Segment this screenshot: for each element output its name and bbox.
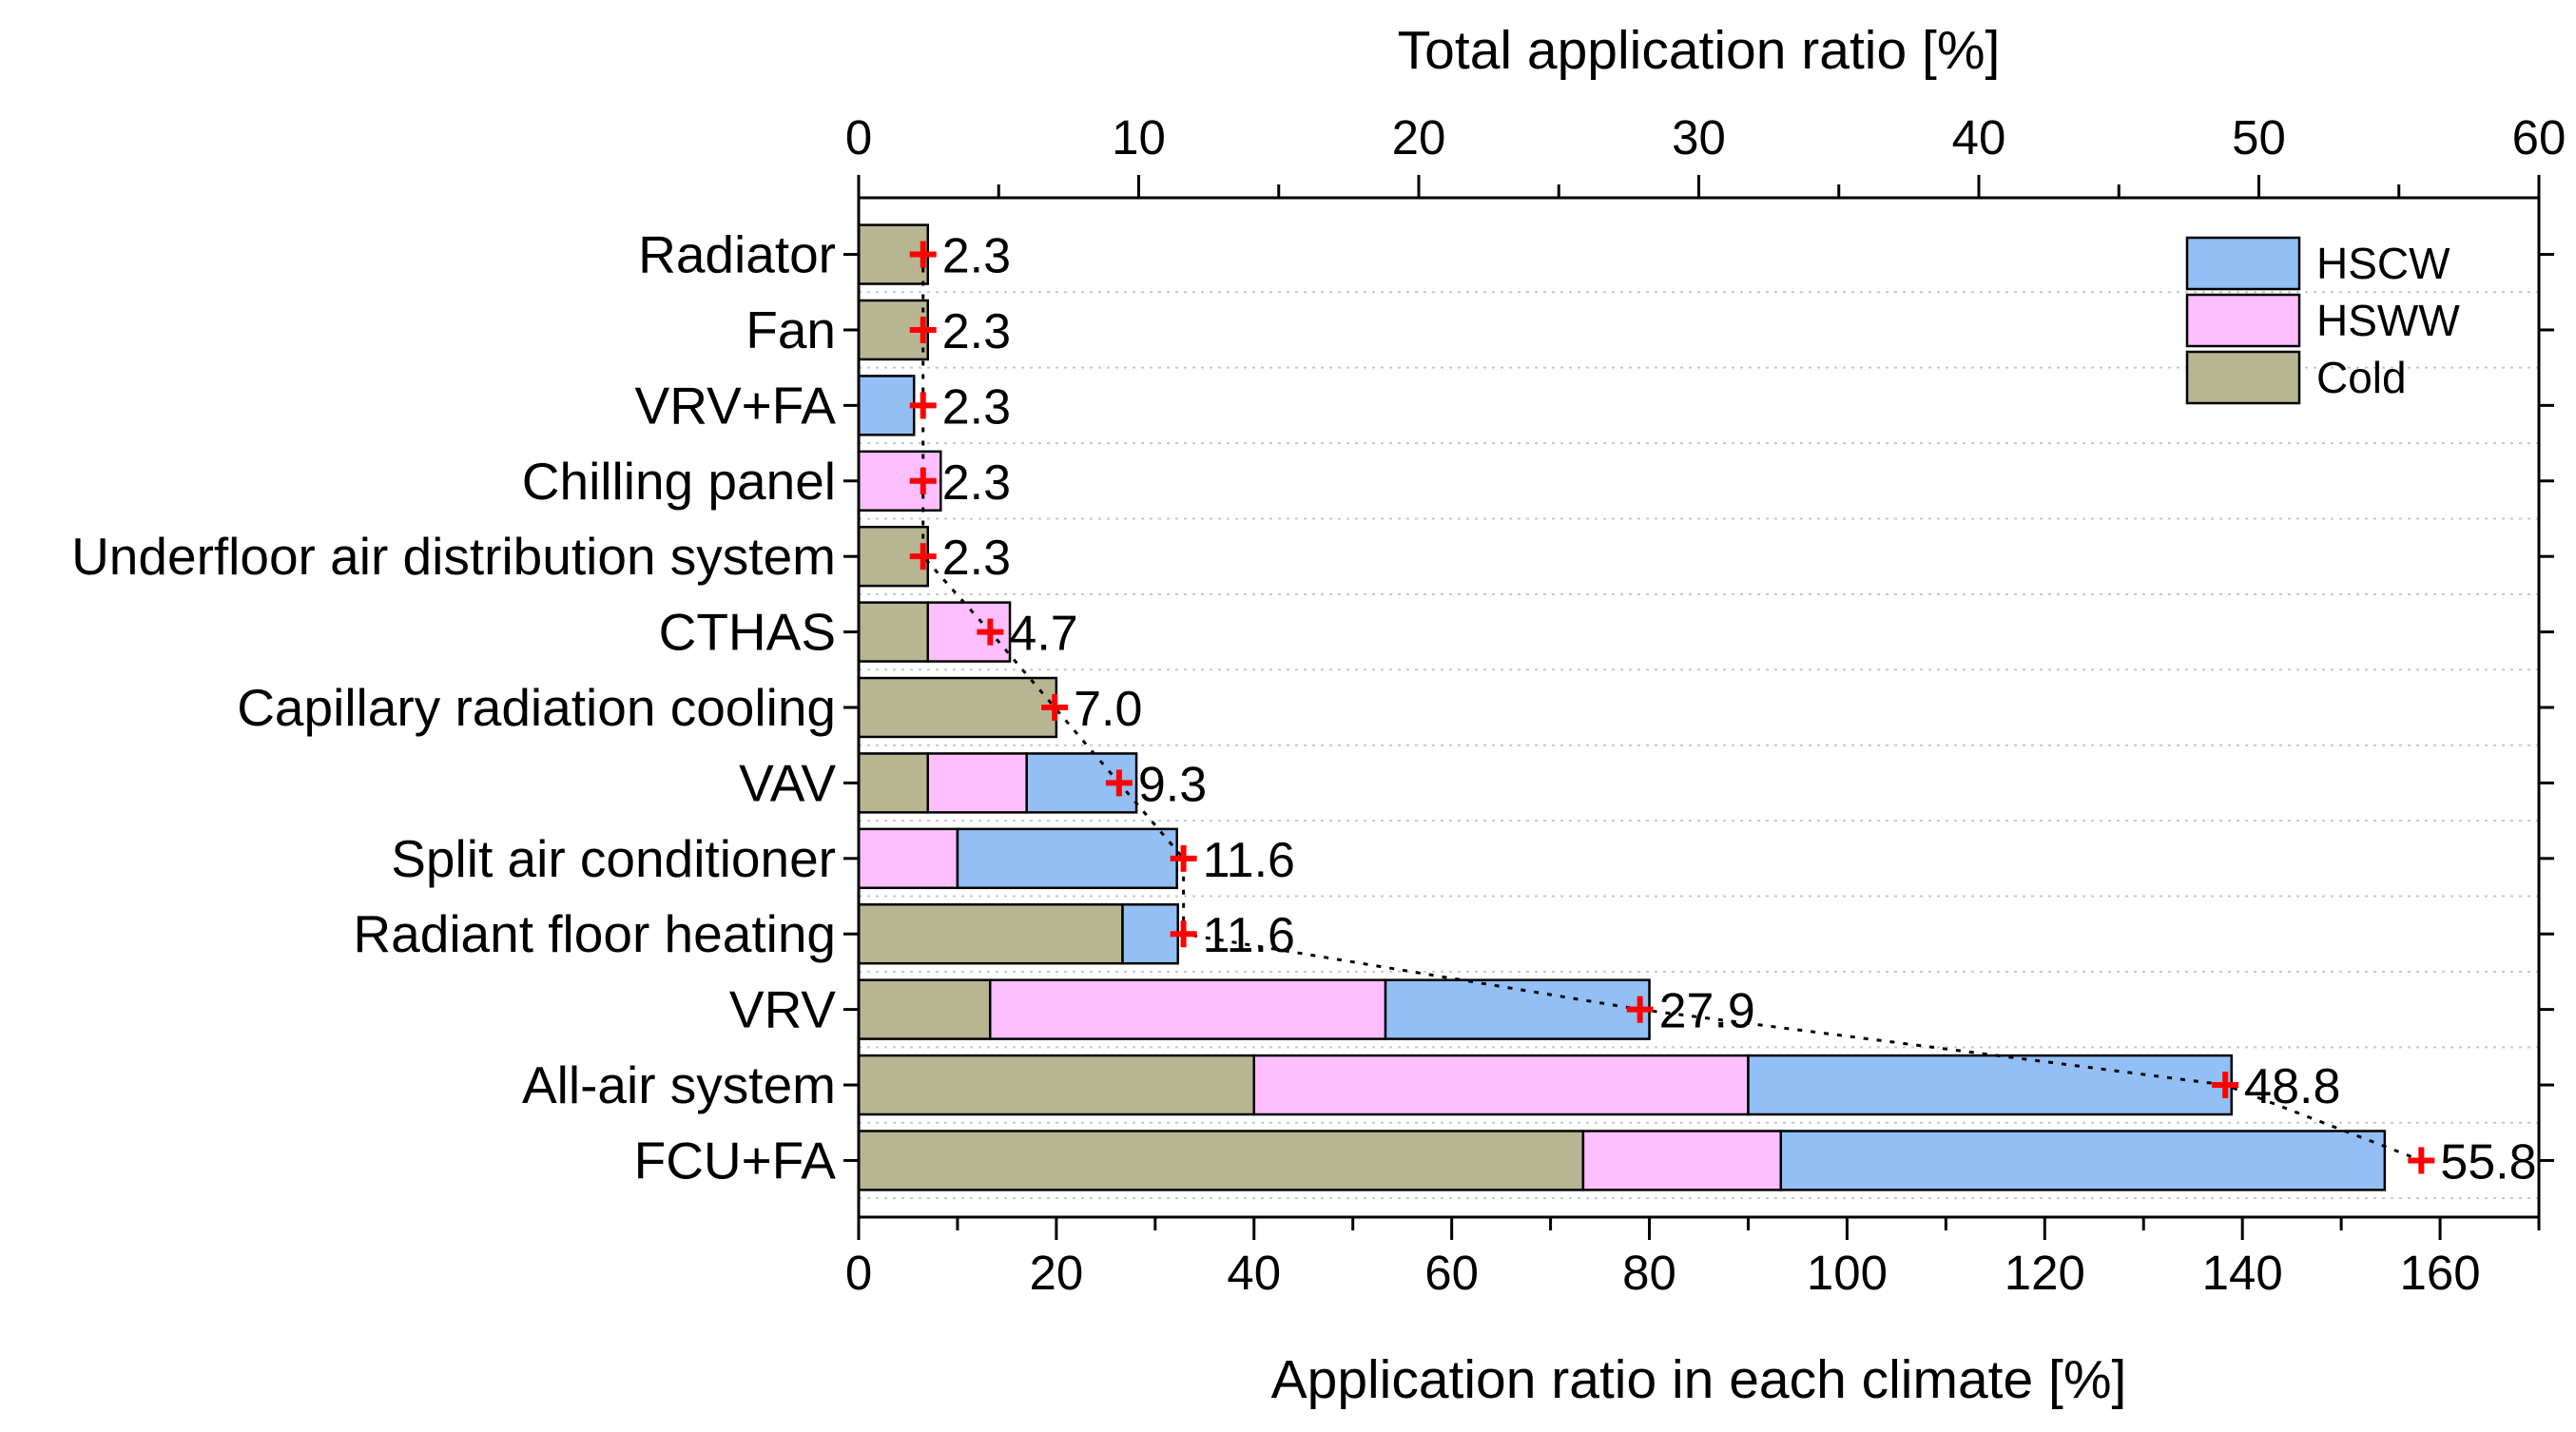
x2-tick-labels: 0 10 20 30 40 50 60	[845, 110, 2566, 164]
bar-hscw	[956, 827, 1178, 890]
x-tick-label: 160	[2400, 1246, 2481, 1300]
category-labels: Radiator Fan VRV+FA Chilling panel Underfloo…	[71, 225, 836, 1190]
category-label: FCU+FA	[634, 1131, 837, 1190]
total-value-label: 7.0	[1074, 682, 1142, 737]
category-label: CTHAS	[659, 603, 836, 662]
category-label: VAV	[739, 753, 836, 812]
legend-swatch	[2185, 236, 2301, 291]
total-value-labels: 2.3 2.3 2.3 2.3 2.3 4.7 7.0 9.3 11.6 11.6 27.9 48.8…	[942, 229, 2537, 1190]
x2-tick-label: 10	[1112, 110, 1166, 164]
legend-swatch	[2185, 293, 2301, 348]
axis-ticks	[843, 175, 2554, 1240]
legend-label: Cold	[2316, 353, 2407, 402]
total-value-label: 11.6	[1203, 908, 1295, 963]
category-label: All-air system	[522, 1055, 836, 1114]
bar-cold	[857, 752, 930, 814]
category-label: Capillary radiation cooling	[237, 678, 836, 737]
bar-hsww	[1252, 1054, 1750, 1116]
x-tick-label: 140	[2202, 1246, 2283, 1300]
total-value-label: 2.3	[942, 304, 1011, 359]
bar-cold	[857, 1130, 1585, 1191]
total-marker	[909, 467, 937, 494]
category-label: Underfloor air distribution system	[71, 527, 836, 586]
bar-hscw	[1121, 903, 1179, 965]
total-value-label: 2.3	[942, 229, 1011, 284]
total-value-label: 2.3	[942, 531, 1011, 586]
x2-tick-label: 40	[1952, 110, 2006, 164]
total-value-label: 2.3	[942, 379, 1011, 435]
legend: HSCW HSWW Cold	[2185, 236, 2460, 405]
total-marker	[2212, 1072, 2239, 1099]
legend-label: HSCW	[2316, 239, 2450, 288]
x2-tick-label: 0	[845, 110, 872, 164]
total-marker	[909, 316, 937, 343]
total-marker	[909, 241, 937, 268]
total-marker	[2408, 1147, 2435, 1174]
category-label: Radiant floor heating	[353, 904, 836, 963]
category-label: VRV	[729, 980, 836, 1039]
category-label: Fan	[746, 300, 836, 359]
bar-hscw	[1384, 978, 1651, 1040]
grid-lines	[859, 291, 2539, 1200]
total-markers	[909, 241, 2435, 1174]
bar-hsww	[926, 752, 1028, 814]
x-tick-label: 100	[1807, 1246, 1888, 1300]
total-value-label: 55.8	[2440, 1134, 2536, 1190]
category-label: Chilling panel	[522, 452, 836, 511]
x2-tick-label: 50	[2232, 110, 2286, 164]
legend-swatch	[2185, 350, 2301, 405]
x-tick-label: 20	[1030, 1246, 1084, 1300]
bar-cold	[857, 1054, 1256, 1116]
x2-tick-label: 20	[1392, 110, 1446, 164]
bar-hscw	[1747, 1054, 2233, 1116]
bar-cold	[857, 978, 992, 1040]
bar-hsww	[988, 978, 1387, 1040]
bar-hsww	[857, 827, 959, 890]
total-value-label: 2.3	[942, 455, 1011, 511]
bar-cold	[857, 601, 930, 663]
category-label: Radiator	[638, 225, 836, 284]
total-value-label: 48.8	[2244, 1059, 2340, 1114]
category-label: VRV+FA	[635, 376, 837, 435]
bar-hsww	[1581, 1130, 1783, 1191]
x-axis-title: Application ratio in each climate [%]	[1271, 1349, 2127, 1410]
x2-tick-label: 60	[2512, 110, 2566, 164]
total-marker	[977, 618, 1004, 646]
total-marker	[909, 543, 937, 571]
total-value-label: 27.9	[1659, 984, 1755, 1039]
total-marker	[1105, 769, 1133, 797]
x-tick-label: 0	[845, 1246, 872, 1300]
total-marker	[909, 392, 937, 419]
total-value-label: 9.3	[1138, 757, 1207, 812]
x2-tick-label: 30	[1672, 110, 1726, 164]
bar-hscw	[1779, 1130, 2387, 1191]
x-tick-label: 120	[2005, 1246, 2085, 1300]
total-marker	[1626, 996, 1654, 1023]
total-marker	[1170, 920, 1197, 948]
x-tick-label: 60	[1424, 1246, 1479, 1300]
x2-axis-title: Total application ratio [%]	[1398, 20, 2001, 81]
total-marker	[1170, 844, 1197, 872]
x-tick-labels: 0 20 40 60 80 100 120 140 160	[845, 1246, 2481, 1300]
bar-cold	[857, 676, 1058, 739]
total-value-label: 4.7	[1009, 607, 1077, 662]
bar-hscw	[857, 375, 916, 436]
legend-label: HSWW	[2316, 296, 2460, 345]
bar-cold	[857, 903, 1124, 965]
total-value-label: 11.6	[1203, 833, 1295, 888]
total-marker	[1041, 694, 1069, 721]
x-tick-label: 40	[1227, 1246, 1281, 1300]
category-label: Split air conditioner	[391, 829, 836, 888]
x-tick-label: 80	[1622, 1246, 1676, 1300]
